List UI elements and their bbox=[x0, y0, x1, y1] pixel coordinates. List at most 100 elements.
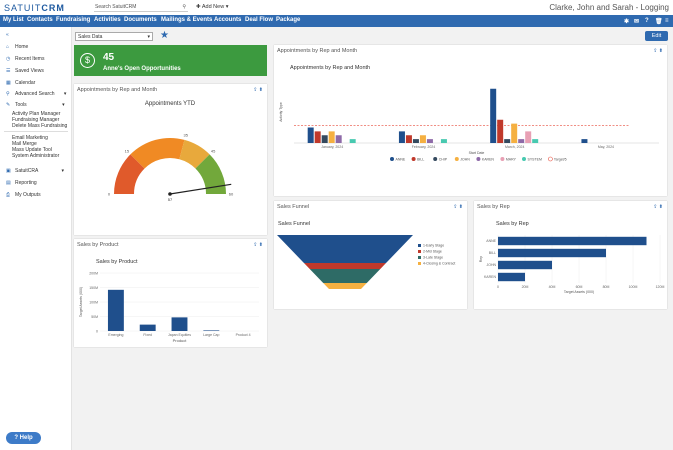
trash-icon[interactable]: 🗑 bbox=[655, 19, 663, 25]
nav-mailings-events[interactable]: Mailings & Events bbox=[161, 17, 213, 23]
help-button[interactable]: ? Help bbox=[6, 432, 41, 444]
collapse-sidebar-icon[interactable]: « bbox=[6, 32, 9, 38]
card-title: Sales by Product bbox=[77, 242, 119, 248]
card-title: Appointments by Rep and Month bbox=[277, 48, 358, 54]
nav-my-list[interactable]: My List bbox=[3, 17, 24, 23]
export-icon[interactable]: ⇪ bbox=[453, 204, 458, 210]
edit-button[interactable]: Edit bbox=[645, 31, 668, 41]
y-tick-label: KAREN bbox=[484, 275, 497, 279]
legend-label: 4-Closing & Contract bbox=[423, 262, 455, 266]
search-icon: ⚲ bbox=[6, 91, 10, 97]
nav-package[interactable]: Package bbox=[276, 17, 301, 23]
y-tick-label: JOHN bbox=[486, 263, 496, 267]
gauge-tick-label: 45 bbox=[211, 148, 216, 153]
bar bbox=[171, 317, 188, 331]
legend-swatch bbox=[418, 250, 421, 253]
rep-month-card: Appointments by Rep and Month ⇪ ⬍ Appoin… bbox=[274, 45, 667, 196]
app-logo[interactable]: SATUITCRM bbox=[4, 3, 65, 13]
legend-swatch bbox=[476, 157, 481, 161]
sidebar-item-calendar[interactable]: ▦ Calendar bbox=[6, 80, 36, 86]
pin-icon[interactable]: ⬍ bbox=[658, 204, 663, 210]
notification-icon[interactable]: ✉ bbox=[634, 19, 640, 25]
sidebar-item-satuitcra[interactable]: ▣ SatuitCRA ▾ bbox=[6, 168, 64, 174]
gauge-title: Appointments YTD bbox=[145, 101, 196, 107]
chart-title: Appointments by Rep and Month bbox=[290, 65, 370, 71]
legend-label: JOHN bbox=[460, 158, 470, 162]
legend-swatch bbox=[411, 157, 416, 161]
sidebar-item-recent[interactable]: ◷ Recent Items bbox=[6, 56, 45, 62]
gauge-band-0 bbox=[114, 154, 145, 194]
menu-icon[interactable]: ≡ bbox=[665, 18, 669, 24]
nav-activities[interactable]: Activities bbox=[94, 17, 121, 23]
funnel-stage-2 bbox=[303, 263, 387, 269]
dashboard-select[interactable]: Sales Data ▾ bbox=[75, 32, 153, 41]
bar-bill bbox=[405, 135, 412, 143]
search-input[interactable]: Search SatuitCRM ⚲ bbox=[94, 4, 188, 12]
legend-label: ANNE bbox=[396, 158, 406, 162]
rep-chart: Sales by Rep 0 20M 40M 60M 80M 100M 120M ANNE BIL… bbox=[479, 221, 665, 294]
card-title: Sales by Rep bbox=[477, 204, 510, 210]
x-tick-label: Large Cap bbox=[203, 333, 219, 337]
bar-anne bbox=[398, 131, 405, 143]
favorite-star-icon[interactable]: ★ bbox=[160, 30, 169, 41]
sidebar-item-my-outputs[interactable]: ⎙ My Outputs bbox=[6, 192, 41, 198]
nav-documents[interactable]: Documents bbox=[124, 17, 157, 23]
sidebar-link-mail-merge[interactable]: Mail Merge bbox=[12, 141, 37, 147]
pin-icon[interactable]: ⬍ bbox=[258, 87, 263, 93]
bar-karen bbox=[335, 135, 342, 143]
export-icon[interactable]: ⇪ bbox=[653, 48, 658, 54]
sidebar-item-reporting[interactable]: ▤ Reporting bbox=[6, 180, 37, 186]
search-icon[interactable]: ⚲ bbox=[182, 4, 186, 10]
x-tick-label: 80M bbox=[603, 285, 610, 289]
x-tick-label: 0 bbox=[497, 285, 499, 289]
bar bbox=[107, 289, 124, 331]
wrench-icon: ✎ bbox=[6, 102, 11, 108]
legend-label: MARY bbox=[506, 158, 517, 162]
pin-icon[interactable]: ⬍ bbox=[458, 204, 463, 210]
y-tick-label: 0 bbox=[96, 330, 98, 334]
bar bbox=[498, 272, 525, 282]
sidebar-item-advanced-search[interactable]: ⚲ Advanced Search ▾ bbox=[6, 91, 67, 97]
top-bar: SATUITCRM Search SatuitCRM ⚲ ✚ Add New ▾ … bbox=[0, 0, 673, 15]
gauge-tick-label: 35 bbox=[184, 133, 189, 138]
add-new-button[interactable]: ✚ Add New ▾ bbox=[196, 4, 229, 10]
x-tick-label: 120M bbox=[656, 285, 665, 289]
sidebar-link-delete-mass[interactable]: Delete Mass Fundraising bbox=[12, 123, 68, 129]
sidebar-item-tools[interactable]: ✎ Tools ▾ bbox=[6, 102, 65, 108]
legend-swatch bbox=[454, 157, 459, 161]
legend-swatch-target bbox=[548, 156, 553, 162]
y-tick-label: BILL bbox=[489, 251, 496, 255]
y-axis-label: Target Assets (000) bbox=[79, 287, 83, 317]
kpi-tile[interactable]: $ 45 Anne's Open Opportunities bbox=[74, 45, 267, 76]
bar-bill bbox=[497, 119, 504, 143]
sidebar-item-home[interactable]: ⌂ Home bbox=[6, 44, 29, 50]
settings-icon[interactable]: ✱ bbox=[624, 19, 630, 25]
nav-contacts[interactable]: Contacts bbox=[27, 17, 53, 23]
bar bbox=[498, 236, 647, 246]
legend-label: Target/5 bbox=[554, 158, 567, 162]
x-tick-label: Japan Equities bbox=[168, 333, 191, 337]
sidebar-link-activity-plan[interactable]: Activity Plan Manager bbox=[12, 111, 61, 117]
help-icon[interactable]: ? bbox=[645, 18, 649, 24]
nav-fundraising[interactable]: Fundraising bbox=[56, 17, 91, 23]
y-tick-label: 100M bbox=[89, 301, 98, 305]
y-tick-label: 200M bbox=[89, 272, 98, 276]
sidebar-item-saved-views[interactable]: ☰ Saved Views bbox=[6, 68, 44, 74]
pin-icon[interactable]: ⬍ bbox=[258, 242, 263, 248]
bar-anne bbox=[490, 88, 497, 143]
sidebar-link-system-admin[interactable]: System Administrator bbox=[12, 153, 60, 159]
nav-deal-flow[interactable]: Deal Flow bbox=[245, 17, 274, 23]
pin-icon[interactable]: ⬍ bbox=[658, 48, 663, 54]
nav-accounts[interactable]: Accounts bbox=[214, 17, 242, 23]
sidebar-link-fundraising-manager[interactable]: Fundraising Manager bbox=[12, 117, 60, 123]
sidebar-link-email-marketing[interactable]: Email Marketing bbox=[12, 135, 48, 141]
export-icon[interactable]: ⇪ bbox=[653, 204, 658, 210]
export-icon[interactable]: ⇪ bbox=[253, 242, 258, 248]
sidebar-link-mass-update[interactable]: Mass Update Tool bbox=[12, 147, 52, 153]
gauge-value-label: 57 bbox=[168, 197, 173, 202]
funnel-stage-4 bbox=[323, 283, 367, 289]
card-actions: ⇪ ⬍ bbox=[653, 48, 663, 54]
x-tick-label: January, 2024 bbox=[321, 145, 343, 149]
gauge-chart: Appointments YTD 0 15 35 45 60 57 bbox=[108, 101, 234, 202]
export-icon[interactable]: ⇪ bbox=[253, 87, 258, 93]
